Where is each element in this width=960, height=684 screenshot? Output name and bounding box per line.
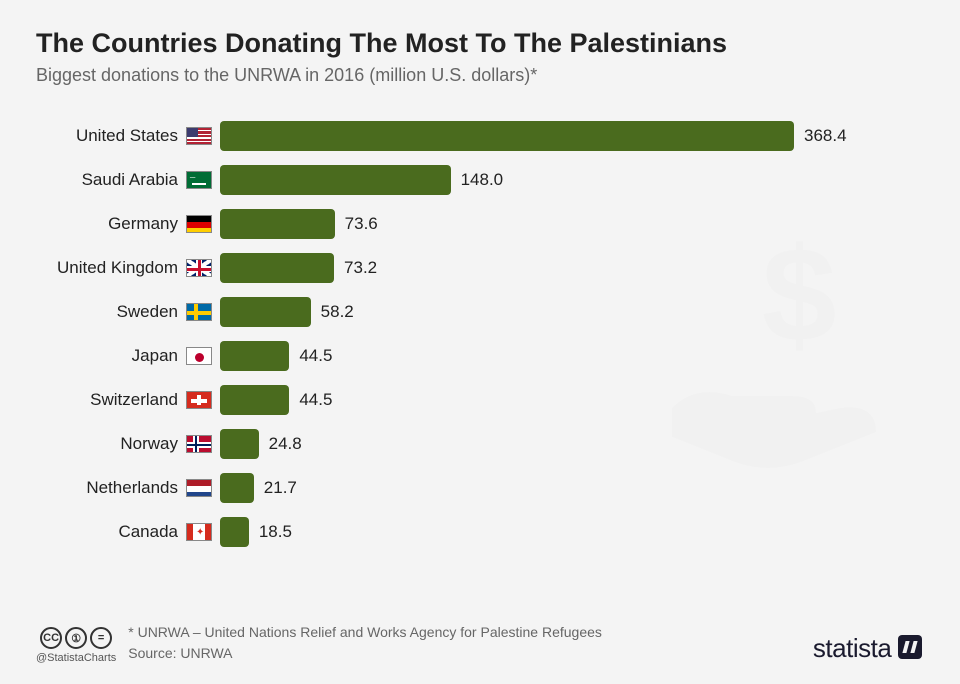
chart-title: The Countries Donating The Most To The P… [36,28,924,59]
bar-value: 73.2 [344,258,377,278]
bar-row: Switzerland 44.5 [36,378,924,422]
bar-value: 44.5 [299,390,332,410]
country-label: Japan [36,346,186,366]
bar-wrap: 18.5 [220,517,924,547]
bar-wrap: 368.4 [220,121,924,151]
bar-value: 58.2 [321,302,354,322]
chart-subtitle: Biggest donations to the UNRWA in 2016 (… [36,65,924,86]
flag-icon [186,479,212,497]
cc-handle: @StatistaCharts [36,652,116,664]
bar-value: 368.4 [804,126,847,146]
flag-icon [186,215,212,233]
bar-wrap: 21.7 [220,473,924,503]
bar [220,473,254,503]
country-label: Norway [36,434,186,454]
source: Source: UNRWA [128,643,602,664]
bar [220,385,289,415]
bar-row: Sweden 58.2 [36,290,924,334]
bar-value: 24.8 [269,434,302,454]
bar-value: 44.5 [299,346,332,366]
bar-row: United States 368.4 [36,114,924,158]
bar [220,165,451,195]
flag-icon [186,259,212,277]
flag-icon [186,391,212,409]
bar [220,429,259,459]
bar-row: Saudi Arabiaـــ 148.0 [36,158,924,202]
bar [220,341,289,371]
bar-wrap: 44.5 [220,341,924,371]
bar-wrap: 44.5 [220,385,924,415]
flag-icon [186,347,212,365]
bar-row: Netherlands 21.7 [36,466,924,510]
country-label: Saudi Arabia [36,170,186,190]
bar-value: 18.5 [259,522,292,542]
bar-wrap: 148.0 [220,165,924,195]
cc-license-icon: CC ① = @StatistaCharts [36,627,116,664]
footer: CC ① = @StatistaCharts * UNRWA – United … [36,622,924,664]
bar-row: Japan 44.5 [36,334,924,378]
bar-row: Canada✦ 18.5 [36,510,924,554]
bar-wrap: 73.2 [220,253,924,283]
country-label: Netherlands [36,478,186,498]
bar-value: 148.0 [461,170,504,190]
country-label: United States [36,126,186,146]
flag-icon: ـــ [186,171,212,189]
statista-logo: statista [813,633,924,664]
bar-wrap: 58.2 [220,297,924,327]
flag-icon [186,303,212,321]
bar-wrap: 24.8 [220,429,924,459]
footnote: * UNRWA – United Nations Relief and Work… [128,622,602,643]
bar-row: Germany 73.6 [36,202,924,246]
country-label: Switzerland [36,390,186,410]
country-label: United Kingdom [36,258,186,278]
bar-row: United Kingdom 73.2 [36,246,924,290]
bar [220,253,334,283]
bar [220,209,335,239]
flag-icon [186,435,212,453]
footnote-block: * UNRWA – United Nations Relief and Work… [128,622,602,664]
bar-value: 21.7 [264,478,297,498]
bar [220,121,794,151]
chart-container: The Countries Donating The Most To The P… [0,0,960,684]
country-label: Sweden [36,302,186,322]
country-label: Germany [36,214,186,234]
bar-chart: United States 368.4 Saudi Arabiaـــ 148.0 Ge… [36,114,924,554]
bar-value: 73.6 [345,214,378,234]
bar-wrap: 73.6 [220,209,924,239]
flag-icon [186,127,212,145]
bar-row: Norway 24.8 [36,422,924,466]
country-label: Canada [36,522,186,542]
bar [220,517,249,547]
flag-icon: ✦ [186,523,212,541]
bar [220,297,311,327]
